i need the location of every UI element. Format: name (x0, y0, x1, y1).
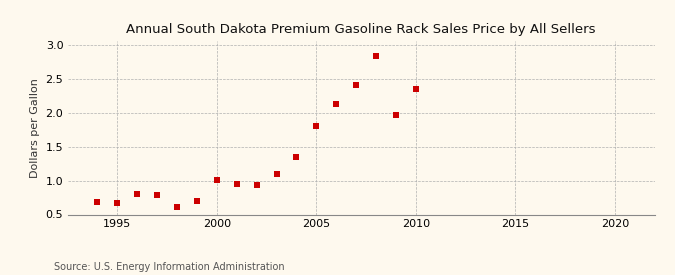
Point (92, 200, 103, 205)
Point (331, 101, 342, 106)
Point (371, 53, 381, 58)
Text: Source: U.S. Energy Information Administration: Source: U.S. Energy Information Administ… (54, 262, 285, 272)
Point (251, 183, 262, 188)
Point (271, 172, 282, 176)
Point (112, 201, 123, 205)
Point (410, 87, 421, 91)
Point (351, 82, 362, 87)
Point (171, 205, 182, 209)
Point (152, 192, 163, 197)
Point (232, 182, 242, 186)
Y-axis label: Dollars per Gallon: Dollars per Gallon (30, 78, 40, 178)
Point (132, 192, 142, 196)
Point (211, 178, 222, 182)
Point (192, 199, 202, 203)
Point (391, 112, 402, 117)
Point (291, 155, 302, 159)
Point (311, 124, 322, 128)
Title: Annual South Dakota Premium Gasoline Rack Sales Price by All Sellers: Annual South Dakota Premium Gasoline Rac… (126, 23, 596, 36)
